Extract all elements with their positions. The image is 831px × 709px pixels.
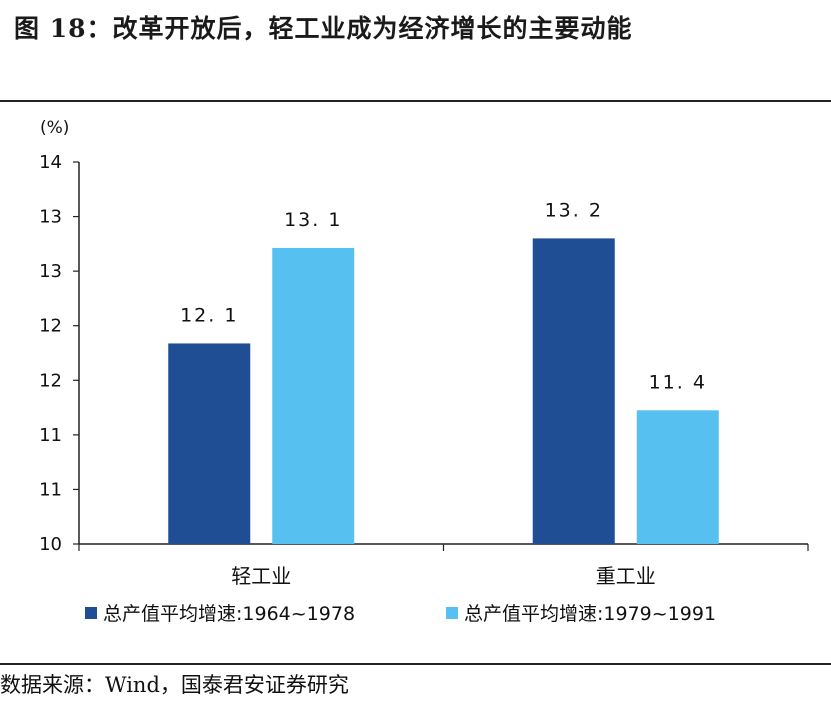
bar-value-label: 12. 1 bbox=[180, 304, 238, 326]
legend-swatch bbox=[446, 607, 458, 619]
y-tick-label: 10 bbox=[39, 534, 62, 555]
legend-swatch bbox=[85, 607, 97, 619]
y-tick-label: 12 bbox=[39, 316, 62, 337]
category-label: 轻工业 bbox=[231, 564, 291, 588]
y-tick-label: 13 bbox=[39, 207, 62, 228]
chart-title: 图 18：改革开放后，轻工业成为经济增长的主要动能 bbox=[14, 14, 633, 43]
category-labels: 轻工业 重工业 bbox=[231, 564, 656, 588]
legend-label: 总产值平均增速:1964~1978 bbox=[103, 603, 355, 625]
y-tick-label: 12 bbox=[39, 370, 62, 391]
bar-value-label: 11. 4 bbox=[649, 371, 707, 393]
top-rule bbox=[0, 100, 831, 102]
bar bbox=[168, 343, 251, 544]
bar-value-label: 13. 2 bbox=[545, 199, 603, 221]
source-note: 数据来源：Wind，国泰君安证券研究 bbox=[0, 673, 349, 697]
y-tick-label: 14 bbox=[39, 152, 62, 173]
y-tick-label: 13 bbox=[39, 261, 62, 282]
bar bbox=[272, 247, 355, 544]
bar-value-label: 13. 1 bbox=[284, 209, 342, 231]
data-labels: 12. 1 13. 1 13. 2 11. 4 bbox=[180, 199, 707, 393]
bar bbox=[532, 238, 615, 544]
bottom-rule bbox=[0, 663, 831, 665]
bars-group bbox=[168, 238, 719, 544]
category-label: 重工业 bbox=[596, 564, 656, 588]
legend: 总产值平均增速:1964~1978 总产值平均增速:1979~1991 bbox=[85, 603, 716, 625]
y-tick-label: 11 bbox=[39, 425, 62, 446]
y-axis-unit: (%) bbox=[40, 118, 69, 138]
bar bbox=[636, 410, 719, 544]
bar-chart: (%) 14 13 13 12 12 11 11 10 12. 1 13. 1 13. 2 11. … bbox=[39, 118, 809, 625]
y-tick-label: 11 bbox=[39, 479, 62, 500]
y-axis-ticks: 14 13 13 12 12 11 11 10 bbox=[39, 152, 79, 555]
legend-label: 总产值平均增速:1979~1991 bbox=[464, 603, 716, 625]
